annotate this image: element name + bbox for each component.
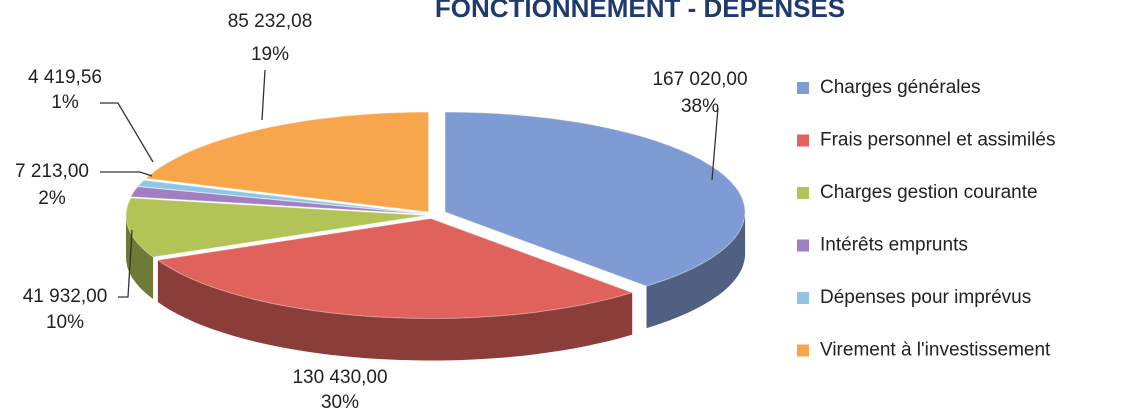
slice xyxy=(130,186,427,215)
legend-label: Charges générales xyxy=(820,77,981,98)
leader-line xyxy=(711,107,719,181)
slice xyxy=(136,179,427,215)
data-label: 167 020,00 xyxy=(652,69,747,90)
legend-label: Intérêts emprunts xyxy=(820,235,968,256)
slice xyxy=(125,197,427,258)
chart-title: FONCTIONNEMENT - DEPENSES xyxy=(435,0,845,23)
percent-label: 30% xyxy=(321,392,359,412)
legend-swatch xyxy=(797,239,809,252)
legend-swatch xyxy=(797,292,809,304)
data-label: 130 430,00 xyxy=(292,367,387,388)
legend-swatch xyxy=(797,344,809,357)
data-label: 85 232,08 xyxy=(228,11,313,32)
slice xyxy=(444,111,746,287)
legend-swatch xyxy=(797,134,809,147)
legend-label: Virement à l'investissement xyxy=(820,340,1051,361)
legend-swatch xyxy=(797,82,809,94)
data-label: 7 213,00 xyxy=(15,161,89,182)
percent-label: 10% xyxy=(46,312,84,333)
legend-swatch xyxy=(797,187,809,199)
leader-line xyxy=(100,171,153,177)
percent-label: 19% xyxy=(251,44,289,65)
leader-line xyxy=(118,229,133,298)
data-label: 4 419,56 xyxy=(28,67,102,88)
percent-label: 38% xyxy=(681,96,719,117)
slice-side xyxy=(157,260,633,361)
legend-label: Frais personnel et assimilés xyxy=(820,130,1055,151)
slice xyxy=(144,111,430,213)
slice xyxy=(156,218,634,319)
legend-label: Dépenses pour imprévus xyxy=(820,287,1031,308)
data-label: 41 932,00 xyxy=(23,286,108,307)
leader-line xyxy=(100,102,154,163)
percent-label: 2% xyxy=(38,188,66,209)
slice-side xyxy=(646,212,746,329)
leader-line xyxy=(261,69,266,121)
percent-label: 1% xyxy=(51,92,79,113)
slice-side xyxy=(126,215,154,299)
legend-label: Charges gestion courante xyxy=(820,182,1038,203)
